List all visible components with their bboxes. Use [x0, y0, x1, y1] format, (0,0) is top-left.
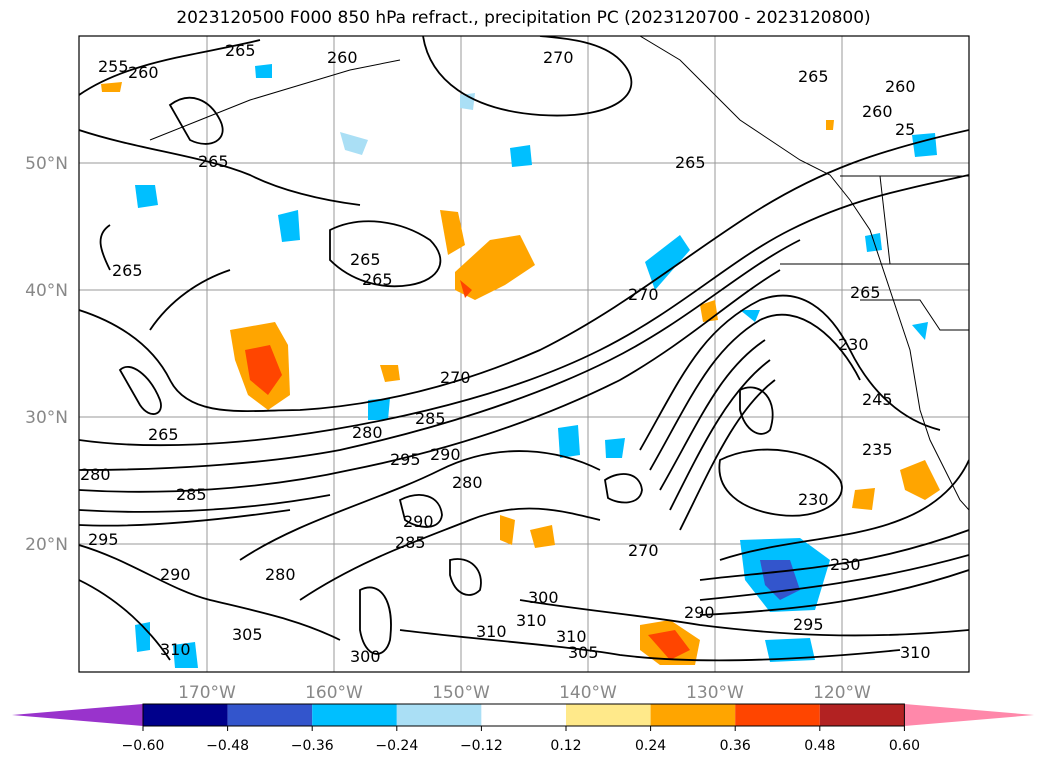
contour-label: 285: [176, 485, 207, 504]
contour-label: 300: [528, 588, 559, 607]
colorbar-ticks: −0.60 −0.48 −0.36 −0.24 −0.12 0.12 0.24 …: [122, 726, 920, 754]
colorbar-tick-label: 0.24: [635, 738, 666, 754]
contour-label: 290: [403, 512, 434, 531]
contour-label: 245: [862, 390, 893, 409]
lon-label-120w: 120°W: [813, 683, 871, 703]
colorbar-frame: [142, 703, 905, 727]
contour-label: 230: [830, 555, 861, 574]
lat-label-50n: 50°N: [25, 154, 68, 174]
contour-label: 300: [350, 647, 381, 666]
refractivity-contours: [79, 36, 969, 662]
precip-shading: [101, 64, 940, 668]
colorbar-extend-low: [12, 704, 143, 726]
lat-label-20n: 20°N: [25, 535, 68, 555]
contour-label: 265: [350, 250, 381, 269]
contour-label: 270: [543, 48, 574, 67]
lat-label-40n: 40°N: [25, 281, 68, 301]
contour-label: 265: [798, 67, 829, 86]
map-title: 2023120500 F000 850 hPa refract., precip…: [176, 8, 871, 28]
contour-label: 270: [628, 541, 659, 560]
contour-label: 310: [900, 643, 931, 662]
contour-label: 280: [265, 565, 296, 584]
plot-frame: [78, 35, 970, 673]
lon-label-170w: 170°W: [178, 683, 236, 703]
contour-label: 230: [798, 490, 829, 509]
colorbar-tick-label: 0.12: [550, 738, 581, 754]
contour-label: 290: [684, 603, 715, 622]
colorbar-cells: [143, 704, 905, 726]
latitude-labels: 50°N 40°N 30°N 20°N: [25, 154, 68, 555]
contour-label: 310: [556, 627, 587, 646]
colorbar-tick-label: −0.36: [291, 738, 334, 754]
contour-label: 260: [327, 48, 358, 67]
lon-label-130w: 130°W: [686, 683, 744, 703]
contour-label: 260: [862, 102, 893, 121]
contour-label: 265: [225, 41, 256, 60]
contour-label: 280: [452, 473, 483, 492]
contour-label: 310: [516, 611, 547, 630]
contour-label: 235: [862, 440, 893, 459]
lon-label-150w: 150°W: [432, 683, 490, 703]
contour-label: 305: [232, 625, 263, 644]
coastlines: [149, 36, 969, 511]
lon-label-140w: 140°W: [559, 683, 617, 703]
longitude-labels: 170°W 160°W 150°W 140°W 130°W 120°W: [178, 683, 871, 703]
contour-label: 260: [885, 77, 916, 96]
colorbar-cell: [143, 704, 228, 726]
colorbar: −0.60 −0.48 −0.36 −0.24 −0.12 0.12 0.24 …: [12, 703, 1034, 754]
contour-label: 270: [440, 368, 471, 387]
colorbar-cell: [396, 704, 482, 726]
contour-label: 310: [476, 622, 507, 641]
contour-label: 290: [160, 565, 191, 584]
contour-label: 25: [895, 120, 915, 139]
colorbar-tick-label: 0.60: [889, 738, 920, 754]
contour-label: 295: [88, 530, 119, 549]
colorbar-tick-label: −0.24: [375, 738, 418, 754]
contour-label: 265: [850, 283, 881, 302]
contour-label: 260: [128, 63, 159, 82]
contour-label: 265: [112, 261, 143, 280]
colorbar-cell: [227, 704, 313, 726]
colorbar-cell: [735, 704, 820, 726]
contour-label: 265: [675, 153, 706, 172]
plot-area: 265 255 260 260 270 265 260 265 260 25 2…: [25, 35, 970, 703]
contour-label: 265: [362, 270, 393, 289]
contour-label: 265: [148, 425, 179, 444]
contour-label: 295: [390, 450, 421, 469]
colorbar-cell: [312, 704, 397, 726]
plot-background: [79, 36, 969, 672]
contour-label: 270: [628, 285, 659, 304]
colorbar-tick-label: 0.36: [720, 738, 751, 754]
colorbar-tick-label: −0.48: [206, 738, 249, 754]
colorbar-cell: [650, 704, 736, 726]
contour-label: 305: [568, 643, 599, 662]
colorbar-tick-label: −0.60: [122, 738, 165, 754]
lat-label-30n: 30°N: [25, 408, 68, 428]
contour-label: 295: [793, 615, 824, 634]
colorbar-cell: [566, 704, 651, 726]
contour-label: 255: [98, 57, 129, 76]
contour-label-group: 265 255 260 260 270 265 260 265 260 25 2…: [80, 41, 931, 666]
contour-label: 310: [160, 640, 191, 659]
colorbar-cell: [481, 704, 566, 726]
colorbar-tick-label: −0.12: [460, 738, 503, 754]
contour-label: 265: [198, 152, 229, 171]
colorbar-tick-label: 0.48: [804, 738, 835, 754]
colorbar-extend-high: [904, 704, 1034, 726]
contour-label: 280: [352, 423, 383, 442]
contour-label: 230: [838, 335, 869, 354]
colorbar-cell: [819, 704, 905, 726]
lon-label-160w: 160°W: [305, 683, 363, 703]
contour-label: 285: [415, 409, 446, 428]
contour-label: 280: [80, 465, 111, 484]
contour-label: 285: [395, 533, 426, 552]
contour-label: 290: [430, 445, 461, 464]
